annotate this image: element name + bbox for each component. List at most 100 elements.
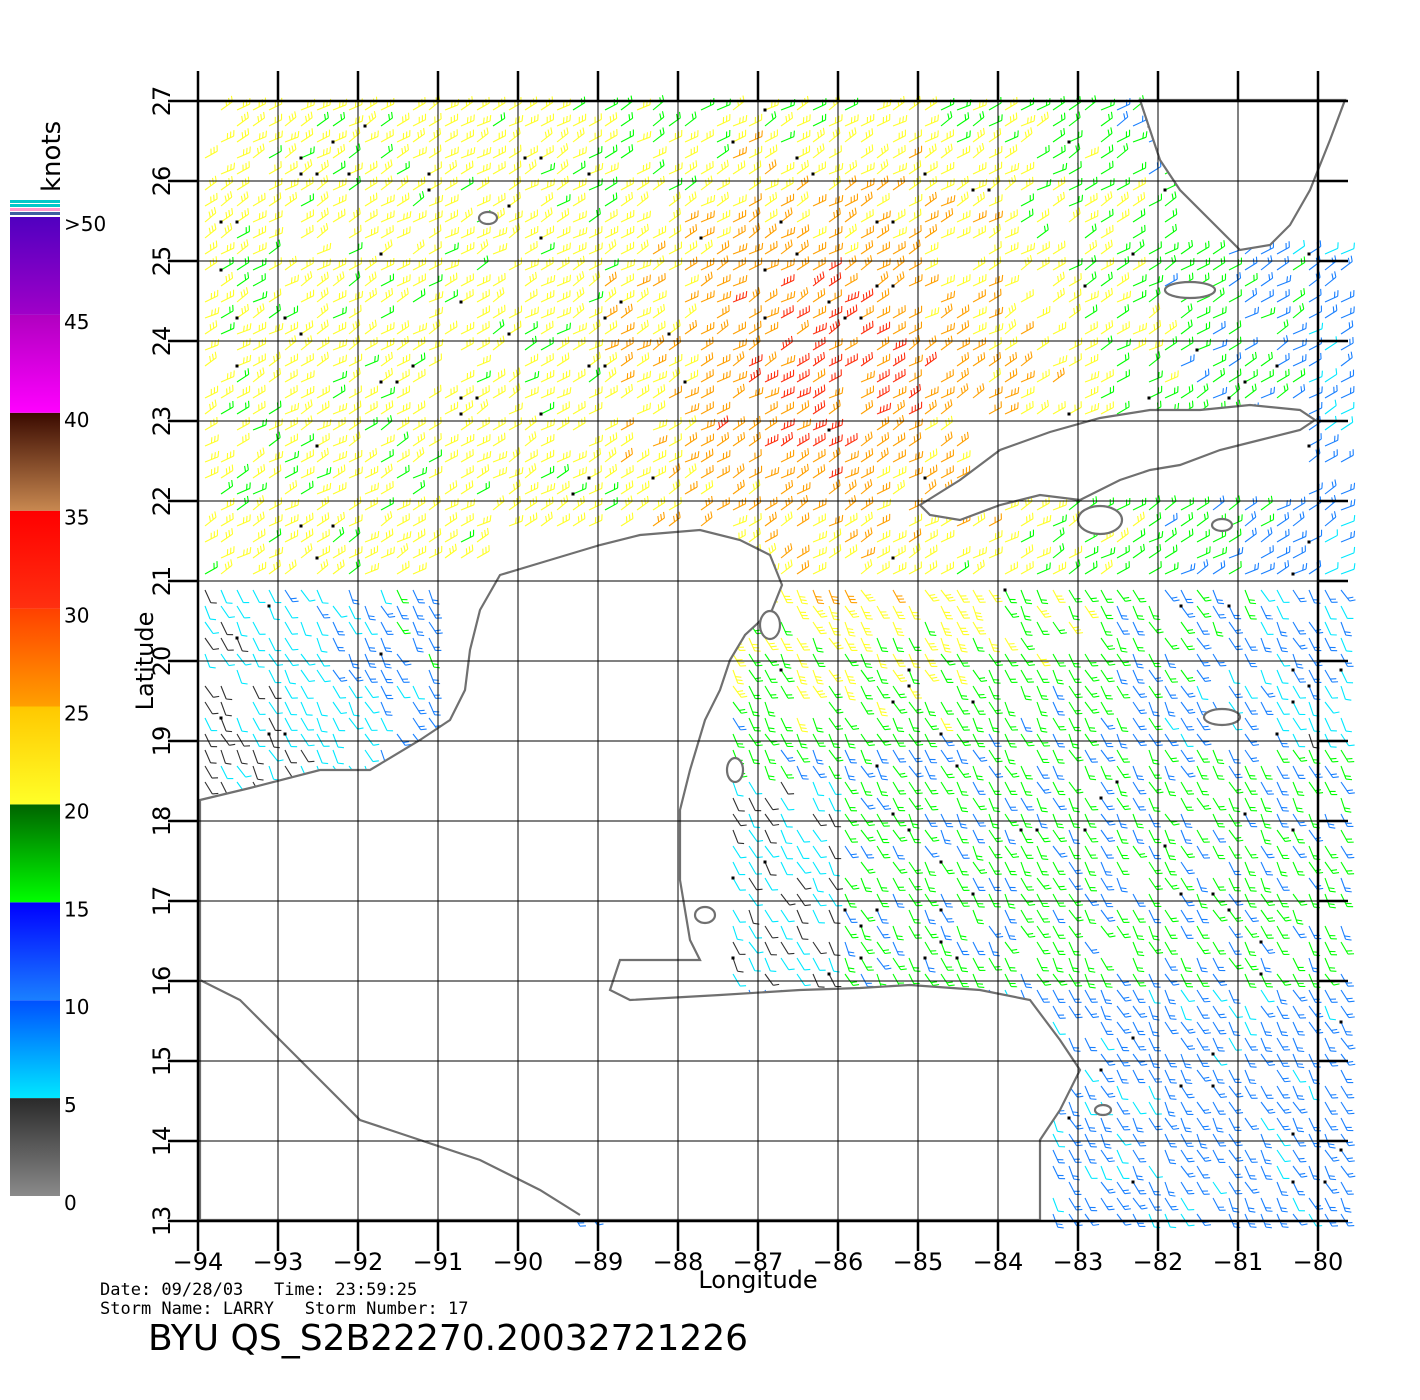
- wind-barb: [923, 161, 938, 176]
- wind-barb: [892, 925, 904, 941]
- wind-barb: [956, 621, 970, 636]
- wind-barb: [444, 129, 458, 143]
- wind-barb: [876, 113, 891, 127]
- wind-barb: [732, 497, 747, 511]
- wind-barb: [1180, 909, 1195, 923]
- wind-barb: [988, 701, 1003, 715]
- wind-barb: [1196, 1181, 1210, 1195]
- wind-barb: [316, 467, 332, 479]
- wind-barb: [988, 223, 1001, 239]
- wind-barb: [604, 271, 617, 287]
- wind-barb: [780, 559, 793, 575]
- wind-barb: [299, 320, 314, 336]
- wind-barb: [972, 289, 986, 303]
- wind-barb: [412, 417, 426, 431]
- wind-barb: [828, 162, 844, 175]
- wind-barb: [1340, 337, 1354, 351]
- wind-barb: [268, 178, 283, 191]
- wind-barb: [1148, 989, 1161, 1004]
- wind-barb: [796, 861, 812, 874]
- wind-barb: [1116, 669, 1128, 685]
- wind-barb: [764, 733, 780, 746]
- wind-barb: [1340, 797, 1352, 813]
- wind-barb: [475, 385, 490, 400]
- wind-barb: [988, 749, 1003, 763]
- wind-barb: [1132, 973, 1147, 987]
- wind-barb: [1004, 765, 1020, 778]
- wind-barb: [268, 701, 283, 715]
- wind-barb: [1068, 177, 1083, 191]
- wind-barb: [220, 546, 235, 559]
- wind-barb: [220, 480, 234, 495]
- wind-barb: [252, 637, 266, 652]
- wind-barb: [380, 685, 394, 700]
- wind-barb: [460, 513, 474, 527]
- wind-barb: [1276, 637, 1288, 653]
- wind-barb: [1068, 685, 1083, 699]
- wind-barb: [540, 290, 555, 303]
- wind-barb: [764, 401, 778, 415]
- wind-barb: [780, 925, 793, 940]
- wind-barb: [1340, 1101, 1355, 1115]
- wind-barb: [1180, 1101, 1194, 1116]
- wind-barb: [844, 97, 859, 111]
- wind-barb: [684, 303, 697, 319]
- wind-barb: [956, 861, 969, 876]
- wind-barb: [1212, 829, 1227, 843]
- wind-barb: [652, 95, 665, 111]
- lat-tick-label: 24: [148, 326, 176, 357]
- wind-barb: [236, 225, 250, 239]
- wind-barb: [1084, 797, 1099, 811]
- wind-barb: [316, 496, 330, 511]
- wind-barb: [844, 160, 858, 175]
- island-juventud: [1076, 504, 1124, 536]
- wind-barb: [1164, 1021, 1179, 1035]
- wind-barb: [1020, 208, 1034, 223]
- wind-barb: [1052, 989, 1066, 1003]
- wind-barb: [572, 287, 585, 303]
- wind-barb: [732, 243, 748, 255]
- wind-barb: [1164, 909, 1179, 923]
- wind-barb: [1196, 559, 1209, 575]
- wind-barb: [796, 463, 809, 479]
- wind-barb: [780, 621, 793, 636]
- wind-barb: [812, 877, 824, 893]
- wind-barb: [1244, 941, 1257, 957]
- wind-barb: [1228, 289, 1242, 303]
- wind-barb: [940, 465, 954, 479]
- wind-barb: [1100, 271, 1113, 287]
- wind-barb: [284, 685, 298, 699]
- wind-barb: [1180, 528, 1194, 543]
- wind-barb: [1308, 370, 1323, 383]
- wind-barb: [844, 925, 859, 939]
- wind-barb: [1228, 1021, 1241, 1037]
- wind-barb: [332, 749, 344, 765]
- wind-barb: [1196, 717, 1211, 731]
- wind-barb: [1196, 383, 1209, 399]
- wind-barb: [412, 336, 426, 351]
- wind-barb: [284, 369, 298, 383]
- wind-barb: [460, 160, 474, 175]
- wind-barb: [1148, 909, 1162, 924]
- wind-barb: [748, 669, 764, 683]
- lat-tick-label: 26: [148, 166, 176, 197]
- wind-barb: [1020, 605, 1032, 621]
- wind-barb: [1212, 546, 1228, 559]
- wind-barb: [412, 273, 426, 287]
- wind-barb: [1276, 717, 1290, 732]
- wind-barb: [236, 338, 251, 351]
- wind-barb: [1276, 621, 1288, 637]
- wind-barb: [508, 144, 522, 159]
- wind-barb: [652, 303, 666, 319]
- wind-barb: [268, 589, 282, 604]
- wind-barb: [1276, 973, 1292, 986]
- wind-barb: [556, 387, 572, 399]
- wind-barb: [412, 400, 426, 415]
- wind-barb: [844, 291, 860, 303]
- wind-barb: [220, 497, 235, 511]
- wind-barb: [1068, 589, 1083, 603]
- wind-barb: [956, 145, 971, 159]
- wind-barb: [267, 604, 281, 621]
- wind-barb: [284, 353, 299, 367]
- wind-barb: [828, 272, 842, 287]
